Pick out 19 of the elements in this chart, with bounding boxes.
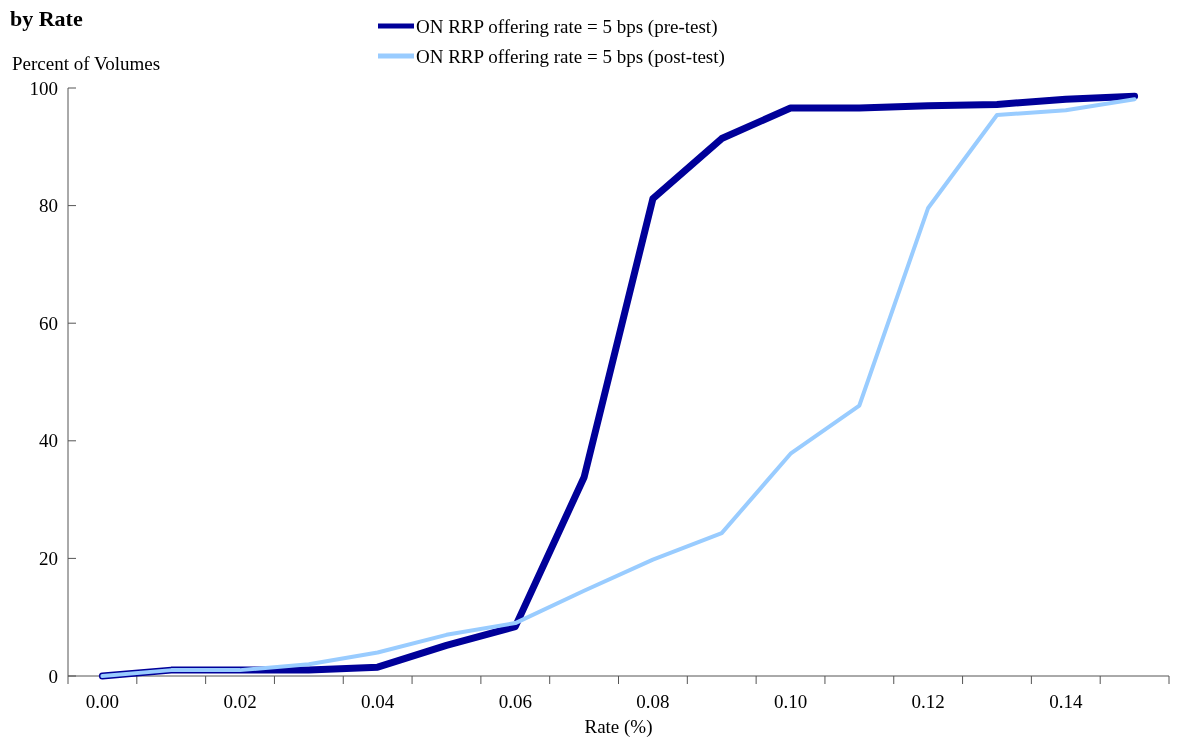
x-tick-label: 0.12 bbox=[911, 691, 945, 712]
y-tick-label: 40 bbox=[39, 430, 58, 452]
y-tick-label: 0 bbox=[48, 665, 58, 687]
x-tick-label: 0.06 bbox=[498, 691, 532, 712]
y-tick-label: 20 bbox=[39, 548, 58, 570]
y-tick-label: 80 bbox=[39, 195, 58, 217]
y-tick-label: 60 bbox=[39, 312, 58, 334]
legend-label: ON RRP offering rate = 5 bps (pre-test) bbox=[416, 15, 718, 38]
y-axis-title: Percent of Volumes bbox=[12, 53, 161, 74]
x-tick-label: 0.04 bbox=[361, 691, 395, 712]
x-axis-title: Rate (%) bbox=[584, 716, 653, 738]
legend-label: ON RRP offering rate = 5 bps (post-test) bbox=[416, 45, 725, 68]
x-tick-label: 0.00 bbox=[85, 691, 120, 712]
x-tick-label: 0.02 bbox=[223, 691, 257, 712]
y-tick-label: 100 bbox=[29, 77, 58, 99]
x-tick-label: 0.08 bbox=[636, 691, 670, 712]
x-tick-label: 0.10 bbox=[773, 691, 808, 712]
chart-title: by Rate bbox=[10, 6, 83, 31]
x-tick-label: 0.14 bbox=[1049, 691, 1083, 712]
